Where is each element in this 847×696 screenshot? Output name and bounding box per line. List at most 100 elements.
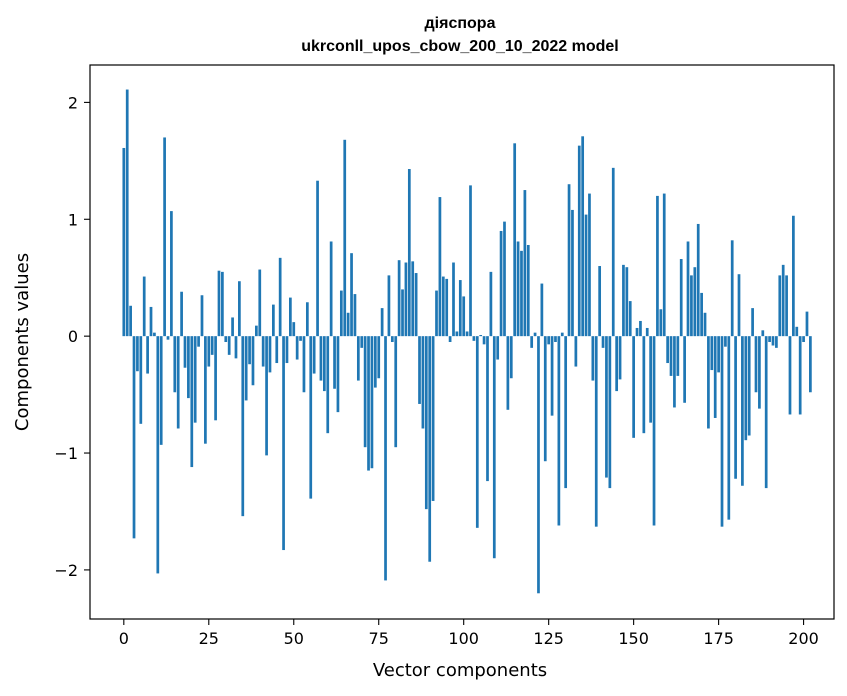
bar <box>564 336 567 488</box>
bar <box>201 295 204 336</box>
bar <box>748 336 751 435</box>
bar <box>717 336 720 372</box>
bar <box>303 336 306 392</box>
bar <box>177 336 180 428</box>
bar <box>381 308 384 336</box>
bar <box>537 336 540 593</box>
bar <box>326 336 329 433</box>
bar <box>398 260 401 336</box>
bar <box>622 265 625 336</box>
bar <box>255 326 258 337</box>
bar <box>486 336 489 481</box>
bar <box>496 336 499 359</box>
bar <box>462 296 465 336</box>
bar <box>272 305 275 337</box>
bar <box>731 240 734 336</box>
bar <box>541 284 544 337</box>
bar <box>625 267 628 336</box>
bar <box>785 275 788 336</box>
bar <box>367 336 370 470</box>
bar <box>479 335 482 336</box>
bar <box>700 293 703 336</box>
bar <box>605 336 608 477</box>
bar <box>676 336 679 376</box>
bar <box>687 241 690 336</box>
bar <box>241 336 244 516</box>
bar <box>343 140 346 336</box>
bar <box>656 196 659 336</box>
bar <box>323 336 326 391</box>
bar <box>792 216 795 336</box>
bar <box>809 336 812 392</box>
bar <box>163 137 166 336</box>
x-tick-label: 0 <box>119 629 129 648</box>
bar <box>775 336 778 348</box>
bar <box>659 309 662 336</box>
x-tick-label: 125 <box>533 629 564 648</box>
bar <box>544 336 547 461</box>
bar <box>554 336 557 342</box>
bar <box>221 272 224 336</box>
bar <box>727 336 730 520</box>
bar <box>789 336 792 414</box>
bar <box>262 336 265 366</box>
x-tick-label: 175 <box>703 629 734 648</box>
bar <box>765 336 768 488</box>
bar <box>693 267 696 336</box>
y-tick-label: 1 <box>68 210 78 229</box>
bar <box>517 241 520 336</box>
bar <box>585 215 588 337</box>
bar <box>350 253 353 336</box>
bar <box>418 336 421 404</box>
bar <box>306 302 309 336</box>
bar <box>636 328 639 336</box>
bar <box>632 336 635 438</box>
bar <box>551 336 554 415</box>
bar <box>595 336 598 527</box>
bar <box>292 322 295 336</box>
bar <box>558 336 561 525</box>
bar <box>384 336 387 580</box>
bar <box>734 336 737 479</box>
bar <box>204 336 207 444</box>
bar <box>377 336 380 378</box>
bar <box>493 336 496 558</box>
bar <box>680 259 683 336</box>
bar <box>483 336 486 344</box>
bar <box>527 245 530 336</box>
bar <box>150 307 153 336</box>
bar <box>510 336 513 378</box>
bar <box>340 291 343 337</box>
bar <box>347 313 350 336</box>
bar <box>469 185 472 336</box>
bar <box>520 251 523 336</box>
bar <box>235 336 238 358</box>
chart-title: діяспора <box>425 15 496 32</box>
bar <box>581 136 584 336</box>
bar <box>289 298 292 337</box>
bar <box>129 306 132 336</box>
bar <box>591 336 594 380</box>
bar <box>218 271 221 336</box>
bar <box>394 336 397 447</box>
bar <box>503 222 506 337</box>
bar <box>755 336 758 392</box>
x-tick-label: 75 <box>369 629 389 648</box>
bar <box>530 336 533 348</box>
bar <box>371 336 374 468</box>
bar <box>357 336 360 380</box>
bar <box>507 336 510 410</box>
y-tick-label: 0 <box>68 327 78 346</box>
bar <box>160 336 163 445</box>
bar <box>571 210 574 336</box>
bar <box>449 336 452 342</box>
y-tick-label: −2 <box>54 561 78 580</box>
bar <box>211 336 214 355</box>
bar <box>714 336 717 418</box>
bar <box>649 336 652 422</box>
bar <box>316 181 319 336</box>
bar <box>133 336 136 538</box>
bar <box>432 336 435 501</box>
bar <box>269 336 272 372</box>
